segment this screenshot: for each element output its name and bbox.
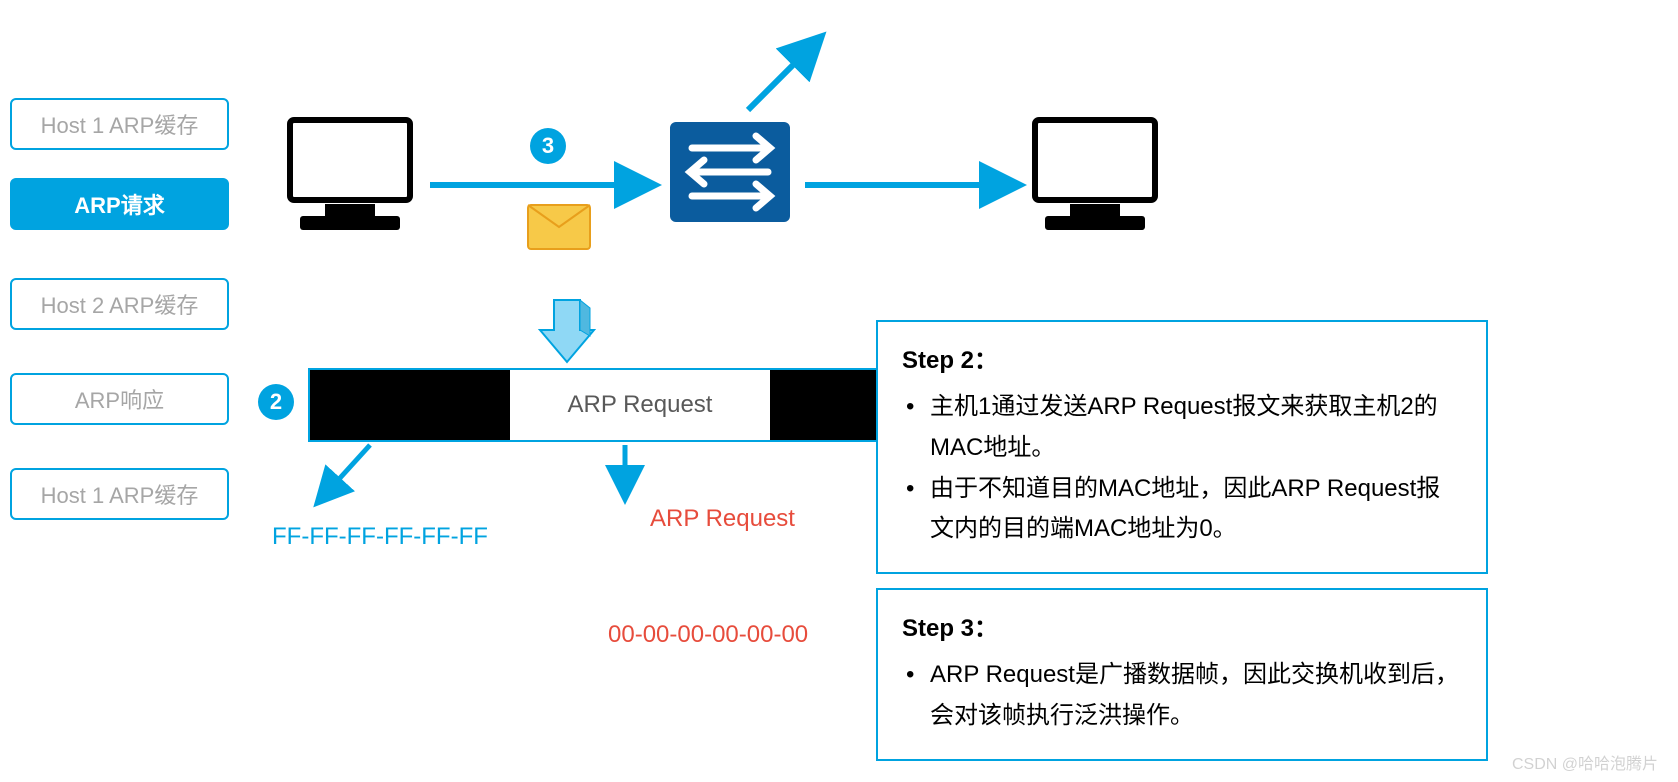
arrow-switch-up [748, 40, 818, 110]
switch-icon [670, 122, 790, 222]
tab-label: Host 1 ARP缓存 [41, 478, 199, 510]
broadcast-mac-label: FF-FF-FF-FF-FF-FF [272, 520, 532, 554]
arrow-to-broadcast-mac [320, 445, 370, 500]
tab-label: Host 2 ARP缓存 [41, 288, 199, 320]
frame-dmac-field [310, 370, 510, 440]
arp-frame-box: ARP Request [308, 368, 922, 442]
step3-title: Step 3： [902, 608, 1462, 643]
step2-bullet-2: 由于不知道目的MAC地址，因此ARP Request报文内的目的端MAC地址为0… [902, 469, 1462, 551]
step3-info-box: Step 3： ARP Request是广播数据帧，因此交换机收到后，会对该帧执… [876, 588, 1488, 761]
arp-request-text-label: ARP Request [650, 502, 795, 536]
step2-bullet-1: 主机1通过发送ARP Request报文来获取主机2的MAC地址。 [902, 387, 1462, 469]
tab-arp-response[interactable]: ARP响应 [10, 373, 229, 425]
host1-computer-icon [290, 120, 410, 230]
host2-computer-icon [1035, 120, 1155, 230]
zero-mac-label: 00-00-00-00-00-00 [608, 618, 808, 652]
tab-host1-arp-cache-2[interactable]: Host 1 ARP缓存 [10, 468, 229, 520]
tab-host2-arp-cache[interactable]: Host 2 ARP缓存 [10, 278, 229, 330]
frame-payload-field: ARP Request [510, 370, 770, 440]
step3-bullet-1: ARP Request是广播数据帧，因此交换机收到后，会对该帧执行泛洪操作。 [902, 655, 1462, 737]
step3-bullets: ARP Request是广播数据帧，因此交换机收到后，会对该帧执行泛洪操作。 [902, 655, 1462, 737]
tab-label: ARP请求 [74, 188, 164, 220]
step-3-badge: 3 [530, 128, 566, 164]
tab-label: Host 1 ARP缓存 [41, 108, 199, 140]
envelope-icon [528, 205, 590, 249]
watermark: CSDN @哈哈泡腾片 [1512, 750, 1658, 774]
tab-arp-request[interactable]: ARP请求 [10, 178, 229, 230]
tab-host1-arp-cache-1[interactable]: Host 1 ARP缓存 [10, 98, 229, 150]
step2-bullets: 主机1通过发送ARP Request报文来获取主机2的MAC地址。 由于不知道目… [902, 387, 1462, 550]
tab-label: ARP响应 [75, 383, 164, 415]
down-arrow-icon [540, 300, 594, 362]
step2-title: Step 2： [902, 340, 1462, 375]
step-2-badge: 2 [258, 384, 294, 420]
step2-info-box: Step 2： 主机1通过发送ARP Request报文来获取主机2的MAC地址… [876, 320, 1488, 574]
